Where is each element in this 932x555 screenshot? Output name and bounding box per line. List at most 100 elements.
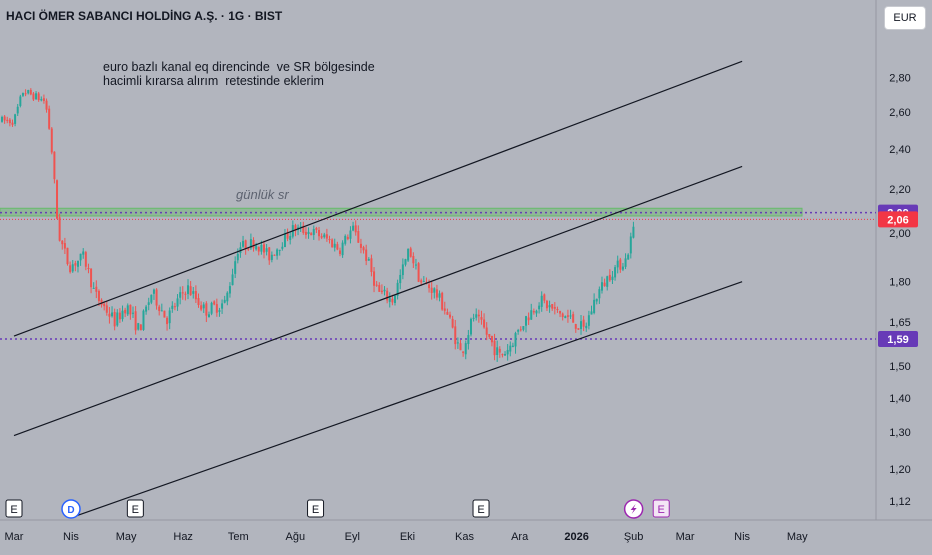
candle[interactable] xyxy=(1,115,3,123)
candle[interactable] xyxy=(566,309,569,323)
candle[interactable] xyxy=(504,351,507,356)
candle[interactable] xyxy=(367,257,370,261)
candle[interactable] xyxy=(197,293,200,308)
candle[interactable] xyxy=(252,237,255,252)
candle[interactable] xyxy=(548,300,551,313)
candle[interactable] xyxy=(173,302,176,311)
candle[interactable] xyxy=(113,308,116,331)
candle[interactable] xyxy=(433,287,436,299)
candle[interactable] xyxy=(485,322,488,341)
candle[interactable] xyxy=(331,238,334,248)
candle[interactable] xyxy=(19,94,22,108)
candle[interactable] xyxy=(202,302,205,313)
candle[interactable] xyxy=(399,269,402,290)
candle[interactable] xyxy=(263,240,265,259)
candle[interactable] xyxy=(124,307,127,318)
candle[interactable] xyxy=(611,271,614,284)
candle[interactable] xyxy=(318,226,321,241)
candle[interactable] xyxy=(451,315,454,329)
candle[interactable] xyxy=(189,281,192,296)
candle[interactable] xyxy=(139,323,142,331)
candle[interactable] xyxy=(192,286,195,299)
candle[interactable] xyxy=(40,96,43,102)
earnings-icon[interactable] xyxy=(126,499,144,518)
candle[interactable] xyxy=(304,227,307,239)
candle[interactable] xyxy=(111,306,114,318)
candle[interactable] xyxy=(569,309,572,319)
candle[interactable] xyxy=(92,282,95,289)
candle[interactable] xyxy=(551,304,554,311)
candle[interactable] xyxy=(580,314,583,335)
candle[interactable] xyxy=(373,267,376,293)
candle[interactable] xyxy=(438,290,441,302)
candle[interactable] xyxy=(346,234,349,241)
candle[interactable] xyxy=(299,222,302,232)
candle[interactable] xyxy=(121,305,124,322)
candle[interactable] xyxy=(422,276,425,283)
candle[interactable] xyxy=(302,221,305,235)
candle[interactable] xyxy=(417,262,420,283)
candle[interactable] xyxy=(454,319,457,350)
candle[interactable] xyxy=(105,300,108,316)
candle[interactable] xyxy=(213,300,216,306)
candle[interactable] xyxy=(236,248,239,264)
candle[interactable] xyxy=(45,98,48,113)
candle[interactable] xyxy=(394,295,396,306)
candle[interactable] xyxy=(553,302,556,315)
candle[interactable] xyxy=(336,241,339,251)
candle[interactable] xyxy=(582,315,585,332)
candle[interactable] xyxy=(66,247,69,266)
candle[interactable] xyxy=(3,114,6,124)
candle[interactable] xyxy=(619,257,622,273)
earnings-icon[interactable] xyxy=(652,499,670,518)
candle[interactable] xyxy=(8,117,11,127)
candle[interactable] xyxy=(359,238,362,254)
candle[interactable] xyxy=(27,89,30,95)
candle[interactable] xyxy=(535,309,538,317)
candle[interactable] xyxy=(160,303,163,312)
dividend-icon[interactable] xyxy=(61,499,81,519)
candle[interactable] xyxy=(543,293,546,304)
earnings-icon[interactable] xyxy=(472,499,490,518)
candle[interactable] xyxy=(383,286,386,296)
candle[interactable] xyxy=(449,311,452,319)
candle[interactable] xyxy=(163,310,166,318)
candle[interactable] xyxy=(538,302,541,314)
candle[interactable] xyxy=(344,234,347,246)
candle[interactable] xyxy=(310,232,313,236)
candle[interactable] xyxy=(108,307,111,324)
candle[interactable] xyxy=(6,116,9,124)
candle[interactable] xyxy=(574,323,577,333)
candle[interactable] xyxy=(608,269,611,282)
candle[interactable] xyxy=(632,221,635,239)
candle[interactable] xyxy=(572,311,575,323)
candle[interactable] xyxy=(506,344,509,361)
candle[interactable] xyxy=(365,244,368,266)
candle[interactable] xyxy=(234,256,237,279)
channel-line-2[interactable] xyxy=(13,165,743,437)
candle[interactable] xyxy=(378,282,381,292)
candle[interactable] xyxy=(166,316,169,331)
candle[interactable] xyxy=(456,337,459,349)
candle[interactable] xyxy=(145,304,148,315)
candle[interactable] xyxy=(35,91,38,100)
candle[interactable] xyxy=(289,231,292,245)
candle[interactable] xyxy=(407,248,410,263)
candle[interactable] xyxy=(595,298,598,305)
candle[interactable] xyxy=(629,232,632,259)
candle[interactable] xyxy=(380,284,383,295)
candle[interactable] xyxy=(126,303,129,316)
candle[interactable] xyxy=(48,105,51,130)
candle[interactable] xyxy=(24,89,27,97)
candle[interactable] xyxy=(338,247,341,257)
candle[interactable] xyxy=(223,295,226,304)
candle[interactable] xyxy=(283,228,286,248)
candle[interactable] xyxy=(218,307,221,317)
candle[interactable] xyxy=(435,284,438,301)
candle[interactable] xyxy=(181,286,184,300)
candle[interactable] xyxy=(273,254,276,256)
candle[interactable] xyxy=(496,340,499,362)
candle[interactable] xyxy=(11,119,14,127)
candle[interactable] xyxy=(97,289,100,306)
